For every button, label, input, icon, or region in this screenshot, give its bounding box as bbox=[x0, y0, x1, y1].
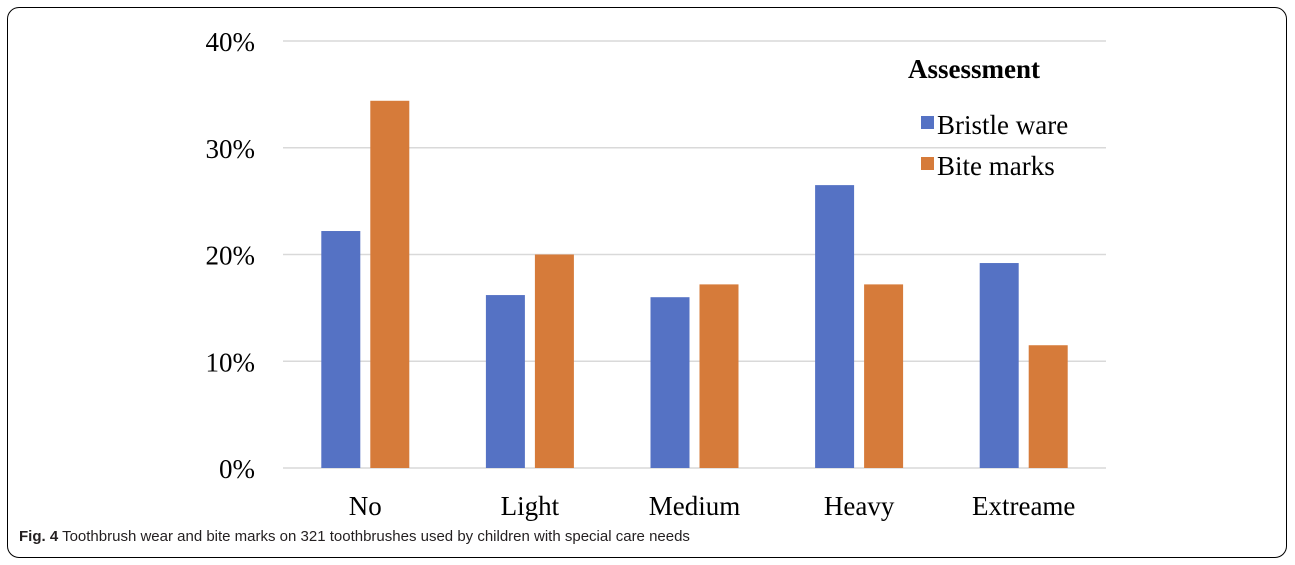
y-tick-label: 10% bbox=[206, 347, 256, 377]
figure-frame bbox=[7, 7, 1287, 558]
bar-bite-marks bbox=[370, 100, 410, 468]
bar-bite-marks bbox=[1028, 345, 1068, 468]
x-category-label: Extreame bbox=[972, 491, 1075, 521]
bars bbox=[321, 100, 1068, 469]
bar-bristle-ware bbox=[815, 185, 855, 469]
bar-bristle-ware bbox=[321, 231, 361, 468]
bar-bite-marks bbox=[699, 284, 739, 468]
figure-caption: Fig. 4 Toothbrush wear and bite marks on… bbox=[19, 528, 690, 545]
caption-label: Fig. 4 bbox=[19, 528, 59, 545]
y-tick-label: 40% bbox=[206, 27, 256, 57]
y-tick-label: 30% bbox=[206, 134, 256, 164]
legend-title: Assessment bbox=[908, 54, 1040, 84]
y-tick-label: 0% bbox=[219, 454, 255, 484]
bar-bristle-ware bbox=[650, 297, 690, 468]
gridlines bbox=[283, 40, 1106, 469]
x-category-label: Light bbox=[501, 491, 560, 521]
y-axis-ticks: 0% 10% 20% 30% 40% bbox=[206, 27, 256, 484]
legend-swatch bbox=[921, 116, 934, 129]
legend-label: Bristle ware bbox=[937, 110, 1068, 140]
legend-swatch bbox=[921, 157, 934, 170]
x-category-label: Medium bbox=[649, 491, 741, 521]
caption-text: Toothbrush wear and bite marks on 321 to… bbox=[58, 528, 690, 545]
x-category-label: Heavy bbox=[824, 491, 895, 521]
bar-bristle-ware bbox=[979, 263, 1019, 468]
y-tick-label: 20% bbox=[206, 241, 256, 271]
legend: Assessment Bristle ware Bite marks bbox=[908, 54, 1068, 181]
bar-bite-marks bbox=[534, 254, 574, 468]
legend-label: Bite marks bbox=[937, 151, 1055, 181]
x-axis-categories: No Light Medium Heavy Extreame bbox=[349, 491, 1076, 521]
bar-bristle-ware bbox=[485, 295, 525, 468]
x-category-label: No bbox=[349, 491, 382, 521]
bar-chart: 0% 10% 20% 30% 40% No Light Medium Heavy Extream… bbox=[206, 27, 1106, 521]
bar-bite-marks bbox=[864, 284, 904, 468]
